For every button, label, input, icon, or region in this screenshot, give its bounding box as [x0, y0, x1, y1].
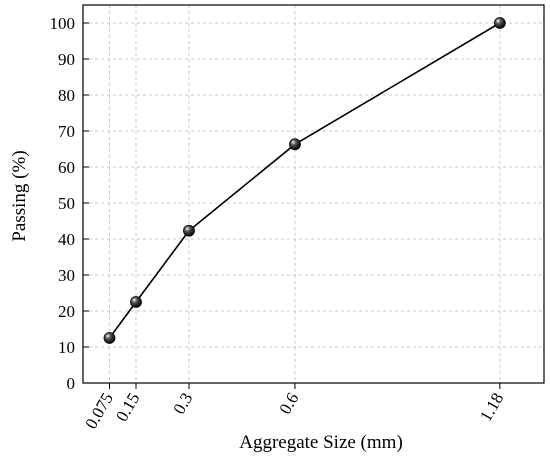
data-point: [493, 17, 506, 29]
series-line: [108, 22, 501, 339]
x-tick-label: 0.075: [81, 390, 117, 433]
y-tick-label: 60: [58, 158, 75, 177]
y-tick-label: 0: [67, 374, 76, 393]
x-tick-label: 0.6: [275, 390, 302, 418]
y-tick-label: 20: [58, 302, 75, 321]
y-axis: 0 10 20 30 40 50 60 70 80 90 100: [50, 14, 89, 393]
y-tick-label: 100: [50, 14, 76, 33]
data-point: [130, 296, 142, 308]
data-point: [289, 138, 301, 151]
y-tick-label: 80: [58, 86, 75, 105]
y-tick-label: 40: [58, 230, 75, 249]
y-tick-label: 10: [58, 338, 75, 357]
y-tick-label: 70: [58, 122, 75, 141]
y-tick-label: 30: [58, 266, 75, 285]
data-point: [183, 224, 195, 237]
y-axis-title: Passing (%): [9, 150, 30, 241]
data-point: [103, 332, 116, 344]
x-tick-label: 1.18: [476, 389, 507, 424]
plot-frame: [82, 4, 545, 384]
x-tick-label: 0.3: [169, 390, 196, 418]
x-axis-title: Aggregate Size (mm): [239, 432, 403, 453]
y-tick-label: 90: [58, 50, 75, 69]
series-layer: [103, 17, 506, 344]
y-tick-label: 50: [58, 194, 75, 213]
grid-lines: [83, 5, 544, 383]
x-tick-label: 0.15: [112, 390, 143, 425]
